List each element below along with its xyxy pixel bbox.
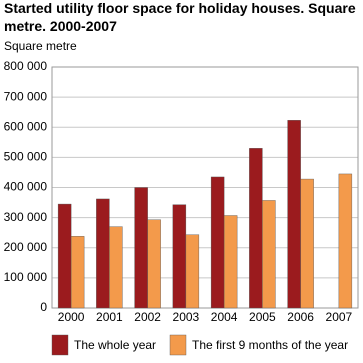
y-tick-label: 500 000 bbox=[4, 150, 48, 164]
y-tick-label: 700 000 bbox=[4, 89, 48, 103]
legend-swatch bbox=[51, 334, 69, 356]
chart-title: Started utility floor space for holiday … bbox=[4, 0, 356, 34]
y-tick-label: 300 000 bbox=[4, 210, 48, 224]
x-tick-label: 2006 bbox=[287, 310, 314, 324]
y-tick-label: 600 000 bbox=[4, 119, 48, 133]
plot-border bbox=[51, 66, 359, 309]
legend-label: The whole year bbox=[74, 338, 156, 352]
bar bbox=[262, 200, 276, 309]
bar bbox=[70, 236, 85, 309]
bar bbox=[96, 198, 110, 309]
x-tick-label: 2001 bbox=[96, 310, 123, 324]
bar bbox=[338, 173, 353, 309]
bar bbox=[172, 204, 187, 309]
bar bbox=[109, 226, 123, 309]
x-tick-label: 2007 bbox=[326, 310, 353, 324]
bar bbox=[210, 176, 225, 309]
legend-label: The first 9 months of the year bbox=[192, 338, 348, 352]
x-tick-label: 2003 bbox=[173, 310, 200, 324]
bar bbox=[147, 219, 161, 309]
x-tick-label: 2000 bbox=[58, 310, 85, 324]
chart-title-line: Started utility floor space for holiday … bbox=[4, 0, 356, 16]
y-tick-label: 100 000 bbox=[4, 270, 48, 284]
y-tick-label: 0 bbox=[40, 300, 47, 314]
bar bbox=[57, 203, 72, 309]
bar bbox=[185, 234, 200, 309]
bar bbox=[287, 120, 301, 309]
y-tick-label: 200 000 bbox=[4, 240, 48, 254]
x-tick-label: 2005 bbox=[249, 310, 276, 324]
y-axis-label: Square metre bbox=[4, 39, 77, 53]
x-tick-label: 2002 bbox=[134, 310, 161, 324]
bar bbox=[300, 178, 314, 309]
legend-swatch bbox=[169, 334, 187, 356]
y-tick-label: 800 000 bbox=[4, 59, 48, 73]
bar bbox=[223, 215, 238, 309]
y-tick-label: 400 000 bbox=[4, 180, 48, 194]
bar bbox=[134, 187, 148, 309]
chart-title-line: metre. 2000-2007 bbox=[4, 18, 117, 34]
bar bbox=[249, 148, 263, 309]
x-tick-label: 2004 bbox=[211, 310, 238, 324]
